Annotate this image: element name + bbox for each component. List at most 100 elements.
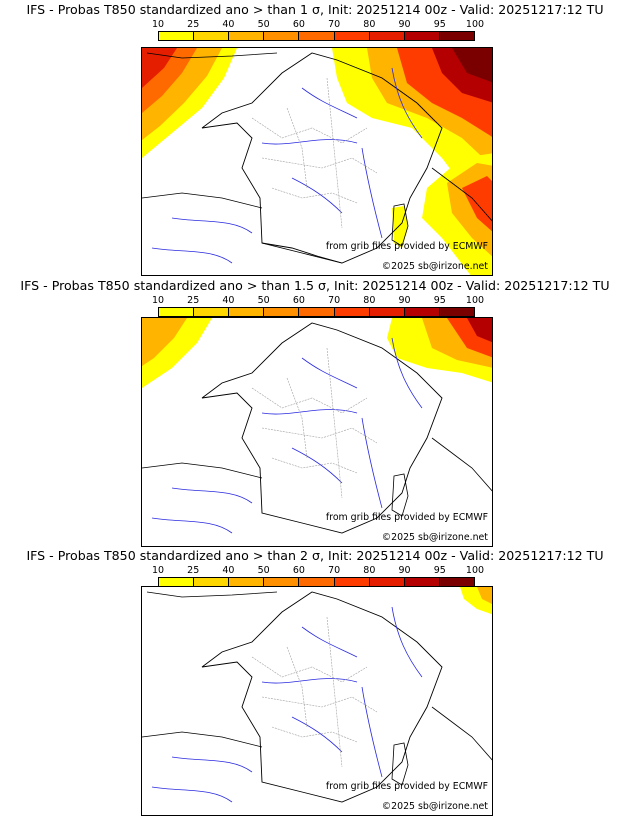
colorbar-tick-label: 100 [465, 565, 485, 576]
coastline-corsica [391, 203, 409, 247]
coastline-italy [431, 437, 492, 492]
rivers [151, 337, 423, 534]
panel-1sigma: IFS - Probas T850 standardized ano > tha… [0, 0, 630, 276]
coastline-spain [142, 192, 263, 209]
colorbar-segment [439, 578, 474, 586]
colorbar-tick-label: 50 [257, 565, 270, 576]
coastline-corsica [391, 473, 409, 517]
colorbar-tick-label: 80 [363, 19, 376, 30]
coastline-italy [431, 706, 492, 761]
colorbar-segment [159, 32, 195, 40]
colorbar-segment [159, 578, 195, 586]
colorbar-segment [299, 32, 335, 40]
colorbar-tick-label: 50 [257, 295, 270, 306]
probability-map: from grib files provided by ECMWF ©2025 … [141, 317, 493, 547]
colorbar-segment [369, 32, 405, 40]
colorbar-tick-label: 90 [398, 295, 411, 306]
colorbar-tick-label: 100 [465, 295, 485, 306]
colorbar-tick-label: 70 [328, 565, 341, 576]
probability-map: from grib files provided by ECMWF ©2025 … [141, 47, 493, 276]
colorbar [158, 307, 475, 317]
colorbar-segment [264, 32, 300, 40]
coastline-france [201, 52, 443, 264]
coastline-spain [142, 731, 263, 748]
border-spain [261, 242, 343, 264]
colorbar-tick-label: 95 [433, 19, 446, 30]
colorbar-tick-label: 25 [187, 565, 200, 576]
shade-ne-mid [477, 587, 492, 604]
coastline-corsica [391, 742, 409, 786]
colorbar-segment [299, 308, 335, 316]
copyright: ©2025 sb@irizone.net [381, 801, 488, 812]
colorbar-segment [369, 578, 405, 586]
copyright: ©2025 sb@irizone.net [381, 532, 488, 543]
shade-ne-top [467, 318, 492, 343]
colorbar-tick-label: 10 [151, 19, 165, 30]
colorbar-labels: 10 25 40 50 60 70 80 90 95 100 [152, 19, 484, 30]
colorbar [158, 31, 475, 41]
source-credit: from grib files provided by ECMWF [325, 781, 488, 792]
colorbar-tick-label: 25 [187, 295, 200, 306]
panel-title: IFS - Probas T850 standardized ano > tha… [26, 548, 604, 563]
colorbar-segment [229, 308, 265, 316]
coastline-france [201, 322, 443, 534]
colorbar-segment [229, 32, 265, 40]
colorbar-tick-label: 10 [151, 565, 165, 576]
shade-ne-max [452, 48, 492, 83]
colorbar-tick-label: 95 [433, 565, 446, 576]
colorbar-tick-label: 70 [328, 19, 341, 30]
colorbar-tick-label: 90 [398, 19, 411, 30]
coastline-italy [431, 167, 492, 222]
map-svg [142, 587, 492, 803]
colorbar-segment [369, 308, 405, 316]
copyright: ©2025 sb@irizone.net [381, 261, 488, 272]
colorbar-tick-label: 80 [363, 565, 376, 576]
colorbar-tick-label: 60 [292, 295, 305, 306]
map-svg [142, 48, 492, 275]
colorbar-tick-label: 40 [222, 295, 235, 306]
colorbar-segment [334, 32, 370, 40]
shade-west-top [142, 48, 177, 88]
colorbar-tick-label: 25 [187, 19, 200, 30]
colorbar-segment [194, 32, 230, 40]
map-svg [142, 318, 492, 534]
colorbar-segment [299, 578, 335, 586]
probability-map: from grib files provided by ECMWF ©2025 … [141, 586, 493, 816]
colorbar-labels: 10 25 40 50 60 70 80 90 95 100 [152, 295, 484, 306]
colorbar-segment [194, 308, 230, 316]
colorbar-segment [159, 308, 195, 316]
coastline-spain [142, 462, 263, 479]
region-lines [251, 616, 378, 768]
source-credit: from grib files provided by ECMWF [325, 241, 488, 252]
colorbar-labels: 10 25 40 50 60 70 80 90 95 100 [152, 565, 484, 576]
colorbar-tick-label: 80 [363, 295, 376, 306]
panel-1-5sigma: IFS - Probas T850 standardized ano > tha… [0, 276, 630, 552]
coastline-uk [146, 52, 278, 59]
colorbar-segment [404, 32, 440, 40]
colorbar-tick-label: 10 [151, 295, 165, 306]
source-credit: from grib files provided by ECMWF [325, 512, 488, 523]
region-lines [251, 77, 378, 229]
colorbar-tick-label: 60 [292, 19, 305, 30]
colorbar-segment [404, 308, 440, 316]
shade-west-mid [142, 318, 187, 366]
colorbar-tick-label: 40 [222, 19, 235, 30]
colorbar-tick-label: 90 [398, 565, 411, 576]
colorbar-tick-label: 50 [257, 19, 270, 30]
colorbar-segment [334, 578, 370, 586]
colorbar-tick-label: 60 [292, 565, 305, 576]
panel-2sigma: IFS - Probas T850 standardized ano > tha… [0, 546, 630, 822]
colorbar-segment [264, 578, 300, 586]
colorbar-segment [439, 32, 474, 40]
colorbar-segment [439, 308, 474, 316]
colorbar-tick-label: 40 [222, 565, 235, 576]
colorbar-segment [229, 578, 265, 586]
colorbar-segment [264, 308, 300, 316]
panel-title: IFS - Probas T850 standardized ano > tha… [20, 278, 610, 293]
coastline-france [201, 591, 443, 803]
rivers [151, 606, 423, 803]
colorbar-tick-label: 70 [328, 295, 341, 306]
colorbar-segment [194, 578, 230, 586]
colorbar-tick-label: 95 [433, 295, 446, 306]
region-lines [251, 347, 378, 499]
